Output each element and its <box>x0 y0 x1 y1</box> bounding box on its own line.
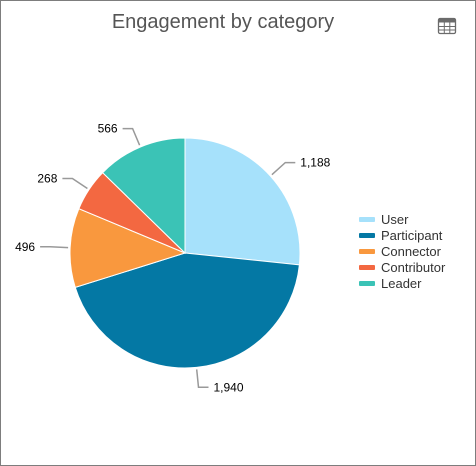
legend-label: Leader <box>381 276 422 291</box>
legend-item-participant[interactable]: Participant <box>359 228 443 243</box>
legend-item-connector[interactable]: Connector <box>359 244 442 259</box>
data-label-connector <box>195 369 209 389</box>
pie-slice-participant[interactable] <box>74 252 300 369</box>
legend-label: Participant <box>381 228 443 243</box>
legend-swatch <box>359 281 375 286</box>
legend-label: User <box>381 212 409 227</box>
pie-slice-leader[interactable] <box>101 137 186 255</box>
data-label-contributor: 268 <box>37 172 57 186</box>
data-label-leader: 566 <box>98 122 118 136</box>
data-label-participant: 1,940 <box>214 380 244 394</box>
chart-title: Engagement by category <box>111 11 335 33</box>
legend-swatch <box>359 265 375 270</box>
legend-label: Connector <box>381 244 442 259</box>
legend-swatch <box>359 217 375 222</box>
data-label-user: 1,188 <box>300 156 330 170</box>
data-label-connector <box>40 246 69 249</box>
data-label-connector <box>62 177 88 190</box>
legend-item-contributor[interactable]: Contributor <box>359 260 446 275</box>
legend-item-user[interactable]: User <box>359 212 409 227</box>
legend-swatch <box>359 233 375 238</box>
table-grid-icon <box>437 17 457 35</box>
pie-slice-connector[interactable] <box>69 208 187 289</box>
table-view-button[interactable] <box>437 17 457 35</box>
data-label-connector <box>271 161 296 176</box>
data-label-connector <box>122 127 141 146</box>
legend-swatch <box>359 249 375 254</box>
legend-item-leader[interactable]: Leader <box>359 276 422 291</box>
pie-slice-user[interactable] <box>184 137 301 266</box>
data-label-connector: 496 <box>15 240 35 254</box>
legend-label: Contributor <box>381 260 446 275</box>
